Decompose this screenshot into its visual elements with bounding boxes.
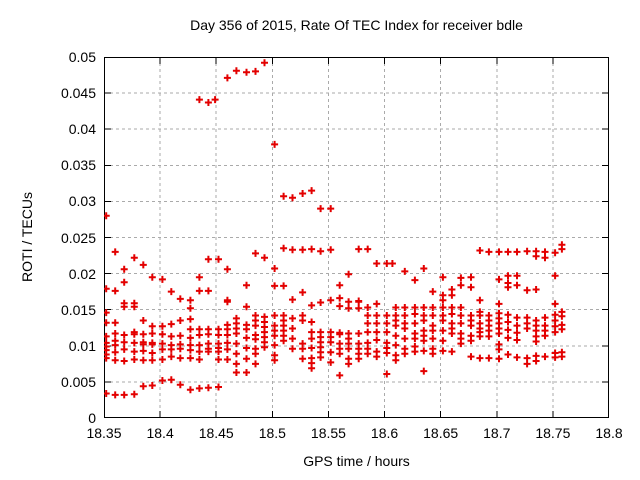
y-tick-label: 0.03 (68, 193, 96, 210)
data-points (104, 59, 566, 399)
scatter-canvas (104, 57, 609, 418)
y-tick-label: 0.01 (68, 337, 96, 354)
y-tick-label: 0.015 (60, 301, 96, 318)
x-tick-label: 18.35 (86, 425, 122, 441)
y-tick-label: 0.025 (60, 229, 96, 246)
x-tick-label: 18.75 (535, 425, 571, 441)
x-tick-label: 18.6 (370, 425, 399, 441)
x-tick-label: 18.7 (483, 425, 511, 441)
x-tick-label: 18.65 (423, 425, 459, 441)
y-tick-label: 0.005 (60, 373, 96, 390)
gridlines (104, 57, 609, 418)
y-tick-label: 0.04 (68, 121, 96, 138)
x-axis-title: GPS time / hours (303, 453, 410, 469)
x-tick-label: 18.4 (146, 425, 174, 441)
x-tick-label: 18.8 (595, 425, 623, 441)
y-tick-label: 0.035 (60, 157, 96, 174)
plot-area (104, 57, 609, 418)
x-tick-label: 18.5 (258, 425, 286, 441)
chart-title: Day 356 of 2015, Rate Of TEC Index for r… (190, 17, 523, 33)
x-tick-label: 18.45 (198, 425, 234, 441)
y-tick-label: 0.05 (68, 49, 96, 65)
y-tick-label: 0 (88, 410, 96, 426)
y-tick-label: 0.02 (68, 265, 96, 282)
x-tick-label: 18.55 (310, 425, 346, 441)
y-tick-label: 0.045 (60, 85, 96, 102)
axis-ticks (104, 57, 609, 418)
